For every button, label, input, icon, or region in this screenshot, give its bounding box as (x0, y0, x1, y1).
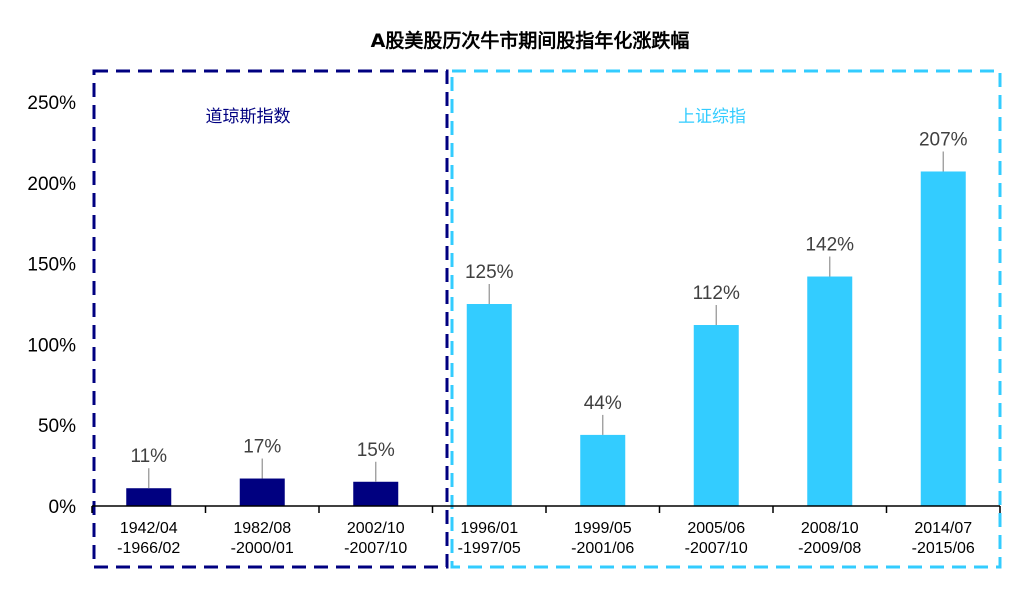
bars (126, 171, 966, 506)
x-tick-label-line: 1996/01 (460, 520, 518, 537)
value-label: 112% (693, 283, 740, 304)
bar (126, 488, 172, 506)
bar (807, 276, 853, 506)
x-tick-label-line: 2005/06 (687, 520, 745, 537)
x-tick-label: 1999/05 -2001/06 (571, 520, 634, 557)
x-tick-label-line: -2007/10 (344, 540, 407, 557)
x-tick-label-line: 1942/04 (120, 520, 178, 537)
x-tick-label: 1942/04 -1966/02 (117, 520, 180, 557)
y-axis: 0% 50% 100% 150% 200% 250% (27, 93, 76, 518)
x-tick-label-line: 1982/08 (233, 520, 291, 537)
x-tick-label-line: -2007/10 (685, 540, 748, 557)
x-tick-label-line: -1997/05 (458, 540, 521, 557)
y-tick-label: 250% (27, 93, 76, 114)
value-label: 142% (805, 235, 854, 256)
y-tick-label: 200% (27, 174, 76, 195)
group-label: 道琼斯指数 (206, 107, 291, 127)
bar (920, 171, 966, 506)
value-labels: 11% 17% 15% 125% 44% 112% 142% 207% (130, 129, 968, 489)
value-label: 15% (357, 440, 395, 461)
group-boxes: 道琼斯指数 上证综指 (92, 69, 1002, 569)
x-tick-label: 1996/01 -1997/05 (458, 520, 521, 557)
y-tick-label: 50% (38, 416, 76, 437)
x-tick-label-line: -2001/06 (571, 540, 634, 557)
bar (466, 304, 512, 506)
x-tick-label: 2002/10 -2007/10 (344, 520, 407, 557)
x-tick-label-line: 1999/05 (574, 520, 632, 537)
bar (239, 478, 285, 506)
x-tick-label-line: 2008/10 (801, 520, 859, 537)
x-tick-label-line: -2000/01 (231, 540, 294, 557)
x-tick-label-line: 2002/10 (347, 520, 405, 537)
x-tick-label-line: -1966/02 (117, 540, 180, 557)
bar (693, 325, 739, 506)
x-tick-label: 2005/06 -2007/10 (685, 520, 748, 557)
x-tick-label-line: -2015/06 (912, 540, 975, 557)
x-tick-label-line: 2014/07 (914, 520, 972, 537)
value-label: 44% (584, 393, 622, 414)
y-tick-label: 100% (27, 335, 76, 356)
x-axis: 1942/04 -1966/02 1982/08 -2000/01 2002/10 -20… (91, 505, 1001, 557)
value-label: 207% (919, 129, 968, 150)
group-box (92, 69, 449, 569)
group-box (450, 69, 1002, 569)
value-label: 17% (243, 437, 281, 458)
x-tick-label-line: -2009/08 (798, 540, 861, 557)
x-tick-label: 2008/10 -2009/08 (798, 520, 861, 557)
group-label: 上证综指 (678, 107, 746, 127)
x-tick-label: 1982/08 -2000/01 (231, 520, 294, 557)
y-tick-label: 0% (49, 497, 77, 518)
y-tick-label: 150% (27, 255, 76, 276)
x-tick-label: 2014/07 -2015/06 (912, 520, 975, 557)
value-label: 11% (130, 446, 167, 467)
bar (580, 434, 626, 506)
value-label: 125% (465, 262, 514, 283)
bar (353, 481, 399, 506)
chart-title: A股美股历次牛市期间股指年化涨跌幅 (371, 29, 690, 52)
